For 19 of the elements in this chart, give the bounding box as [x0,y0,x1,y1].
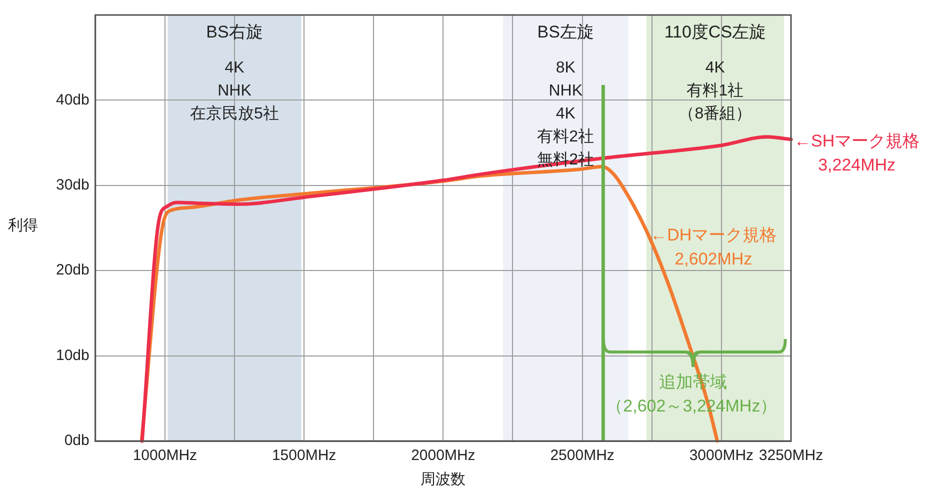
x-tick-label: 1000MHz [132,447,198,464]
band-label: BS左旋 8K NHK 4K 有料2社 [537,22,594,146]
y-tick-label: 0db [64,432,90,450]
y-tick-label: 30db [56,176,90,194]
x-tick-label: 3250MHz [758,447,824,464]
x-tick-label: 3000MHz [689,447,754,464]
x-tick-label: 2500MHz [550,447,614,464]
x-tick-label: 1500MHz [272,447,336,464]
band-label: BS右旋 4K NHK 在京民放5社 [190,22,279,122]
y-tick-label: 10db [56,346,90,364]
x-axis-title: 周波数 [420,471,466,488]
annotation: ←DHマーク規格 2,602MHz [650,225,777,268]
y-tick-label: 40db [56,91,90,108]
band-label: 110度CS左旋 4K 有料1社 [664,22,766,100]
annotation: ←SHマーク規格 3,224MHz [794,132,920,175]
y-tick-label: 20db [56,262,90,279]
x-tick-label: 2000MHz [411,447,476,464]
y-axis-title: 利得 [8,217,38,234]
annotation: （8番組） [678,104,752,122]
